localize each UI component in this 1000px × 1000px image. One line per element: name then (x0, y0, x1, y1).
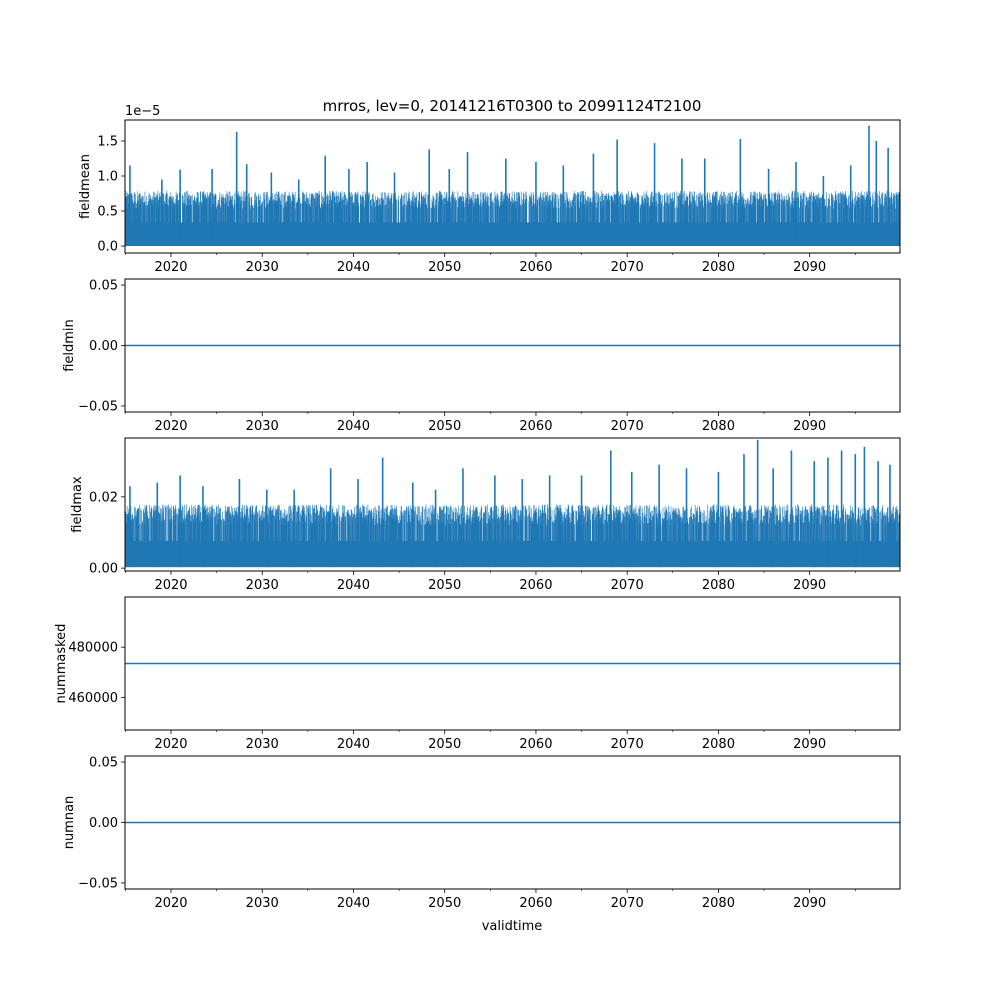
x-axis: 2020 2030 2040 2050 2060 2070 2080 2090 (125, 889, 856, 911)
series-core-fieldmean (125, 222, 900, 246)
y-tick-label: 0.00 (89, 562, 118, 577)
y-tick-label: 460000 (68, 691, 118, 706)
x-tick-label: 2040 (337, 737, 370, 752)
series-group (125, 439, 900, 568)
y-axis-label: fieldmean (78, 154, 93, 219)
x-tick-label: 2090 (793, 896, 826, 911)
x-axis-label: validtime (482, 919, 543, 934)
series-group (125, 125, 900, 246)
x-tick-label: 2090 (793, 260, 826, 275)
x-tick-label: 2090 (793, 419, 826, 434)
y-tick-label: −0.05 (78, 399, 118, 414)
x-tick-label: 2080 (702, 419, 735, 434)
x-tick-label: 2060 (519, 419, 552, 434)
x-tick-label: 2030 (246, 578, 279, 593)
y-axis: −0.05 0.00 0.05 (78, 279, 125, 414)
subplot-numnan: 2020 2030 2040 2050 2060 2070 2080 2090 −0.05 0.0… (62, 755, 901, 911)
x-tick-label: 2060 (519, 578, 552, 593)
y-tick-label: 0.00 (89, 339, 118, 354)
subplot-fieldmean: 2020 2030 2040 2050 2060 2070 2080 2090 0.0 0.5 1.… (78, 104, 901, 275)
x-tick-label: 2070 (611, 578, 644, 593)
x-tick-label: 2020 (154, 578, 187, 593)
y-tick-label: 1.5 (97, 135, 118, 150)
axes-frame (124, 596, 901, 731)
y-tick-label: 0.05 (89, 756, 118, 771)
axes-frame (124, 437, 901, 572)
x-tick-label: 2080 (702, 737, 735, 752)
x-tick-label: 2070 (611, 896, 644, 911)
x-tick-label: 2090 (793, 737, 826, 752)
y-tick-label: −0.05 (78, 876, 118, 891)
y-axis-label: fieldmax (70, 476, 85, 533)
x-tick-label: 2050 (428, 578, 461, 593)
subplot-nummasked: 2020 2030 2040 2050 2060 2070 2080 2090 460000 48… (54, 596, 901, 752)
x-tick-label: 2050 (428, 260, 461, 275)
series-core-fieldmax (125, 540, 900, 568)
x-axis: 2020 2030 2040 2050 2060 2070 2080 2090 (125, 412, 856, 434)
y-axis: −0.05 0.00 0.05 (78, 756, 125, 891)
figure-title: mrros, lev=0, 20141216T0300 to 20991124T… (323, 97, 702, 115)
x-tick-label: 2020 (154, 419, 187, 434)
x-tick-label: 2030 (246, 260, 279, 275)
y-axis-label: numnan (62, 796, 77, 850)
x-tick-label: 2080 (702, 260, 735, 275)
x-tick-label: 2060 (519, 737, 552, 752)
x-tick-label: 2060 (519, 896, 552, 911)
x-tick-label: 2030 (246, 419, 279, 434)
y-tick-label: 0.05 (89, 279, 118, 294)
x-tick-label: 2040 (337, 419, 370, 434)
x-tick-label: 2050 (428, 737, 461, 752)
x-tick-label: 2040 (337, 896, 370, 911)
x-tick-label: 2070 (611, 737, 644, 752)
x-tick-label: 2070 (611, 260, 644, 275)
x-tick-label: 2090 (793, 578, 826, 593)
subplot-fieldmax: 2020 2030 2040 2050 2060 2070 2080 2090 0.00 0.02… (70, 437, 901, 593)
x-tick-label: 2080 (702, 578, 735, 593)
y-tick-label: 0.02 (89, 490, 118, 505)
y-axis-label: nummasked (54, 624, 69, 704)
y-axis: 460000 480000 (68, 641, 125, 706)
x-tick-label: 2050 (428, 896, 461, 911)
x-tick-label: 2040 (337, 260, 370, 275)
subplots-container: 2020 2030 2040 2050 2060 2070 2080 2090 0.0 0.5 1.… (54, 104, 901, 911)
x-tick-label: 2080 (702, 896, 735, 911)
y-tick-label: 1.0 (97, 170, 118, 185)
y-offset-text: 1e−5 (125, 104, 160, 119)
x-axis: 2020 2030 2040 2050 2060 2070 2080 2090 (125, 730, 856, 752)
x-tick-label: 2040 (337, 578, 370, 593)
x-tick-label: 2060 (519, 260, 552, 275)
x-tick-label: 2020 (154, 896, 187, 911)
y-tick-label: 0.5 (97, 205, 118, 220)
y-axis: 0.00 0.02 (89, 490, 125, 577)
x-axis: 2020 2030 2040 2050 2060 2070 2080 2090 (125, 571, 856, 593)
y-tick-label: 480000 (68, 641, 118, 656)
x-axis: 2020 2030 2040 2050 2060 2070 2080 2090 (125, 253, 856, 275)
x-tick-label: 2030 (246, 896, 279, 911)
subplot-fieldmin: 2020 2030 2040 2050 2060 2070 2080 2090 −0.05 0.0… (62, 278, 901, 434)
y-tick-label: 0.00 (89, 816, 118, 831)
x-tick-label: 2030 (246, 737, 279, 752)
axes-frame (124, 119, 901, 254)
x-tick-label: 2070 (611, 419, 644, 434)
x-tick-label: 2020 (154, 260, 187, 275)
x-tick-label: 2020 (154, 737, 187, 752)
y-tick-label: 0.0 (97, 240, 118, 255)
y-axis: 0.0 0.5 1.0 1.5 (97, 135, 125, 255)
y-axis-label: fieldmin (62, 319, 77, 372)
x-tick-label: 2050 (428, 419, 461, 434)
